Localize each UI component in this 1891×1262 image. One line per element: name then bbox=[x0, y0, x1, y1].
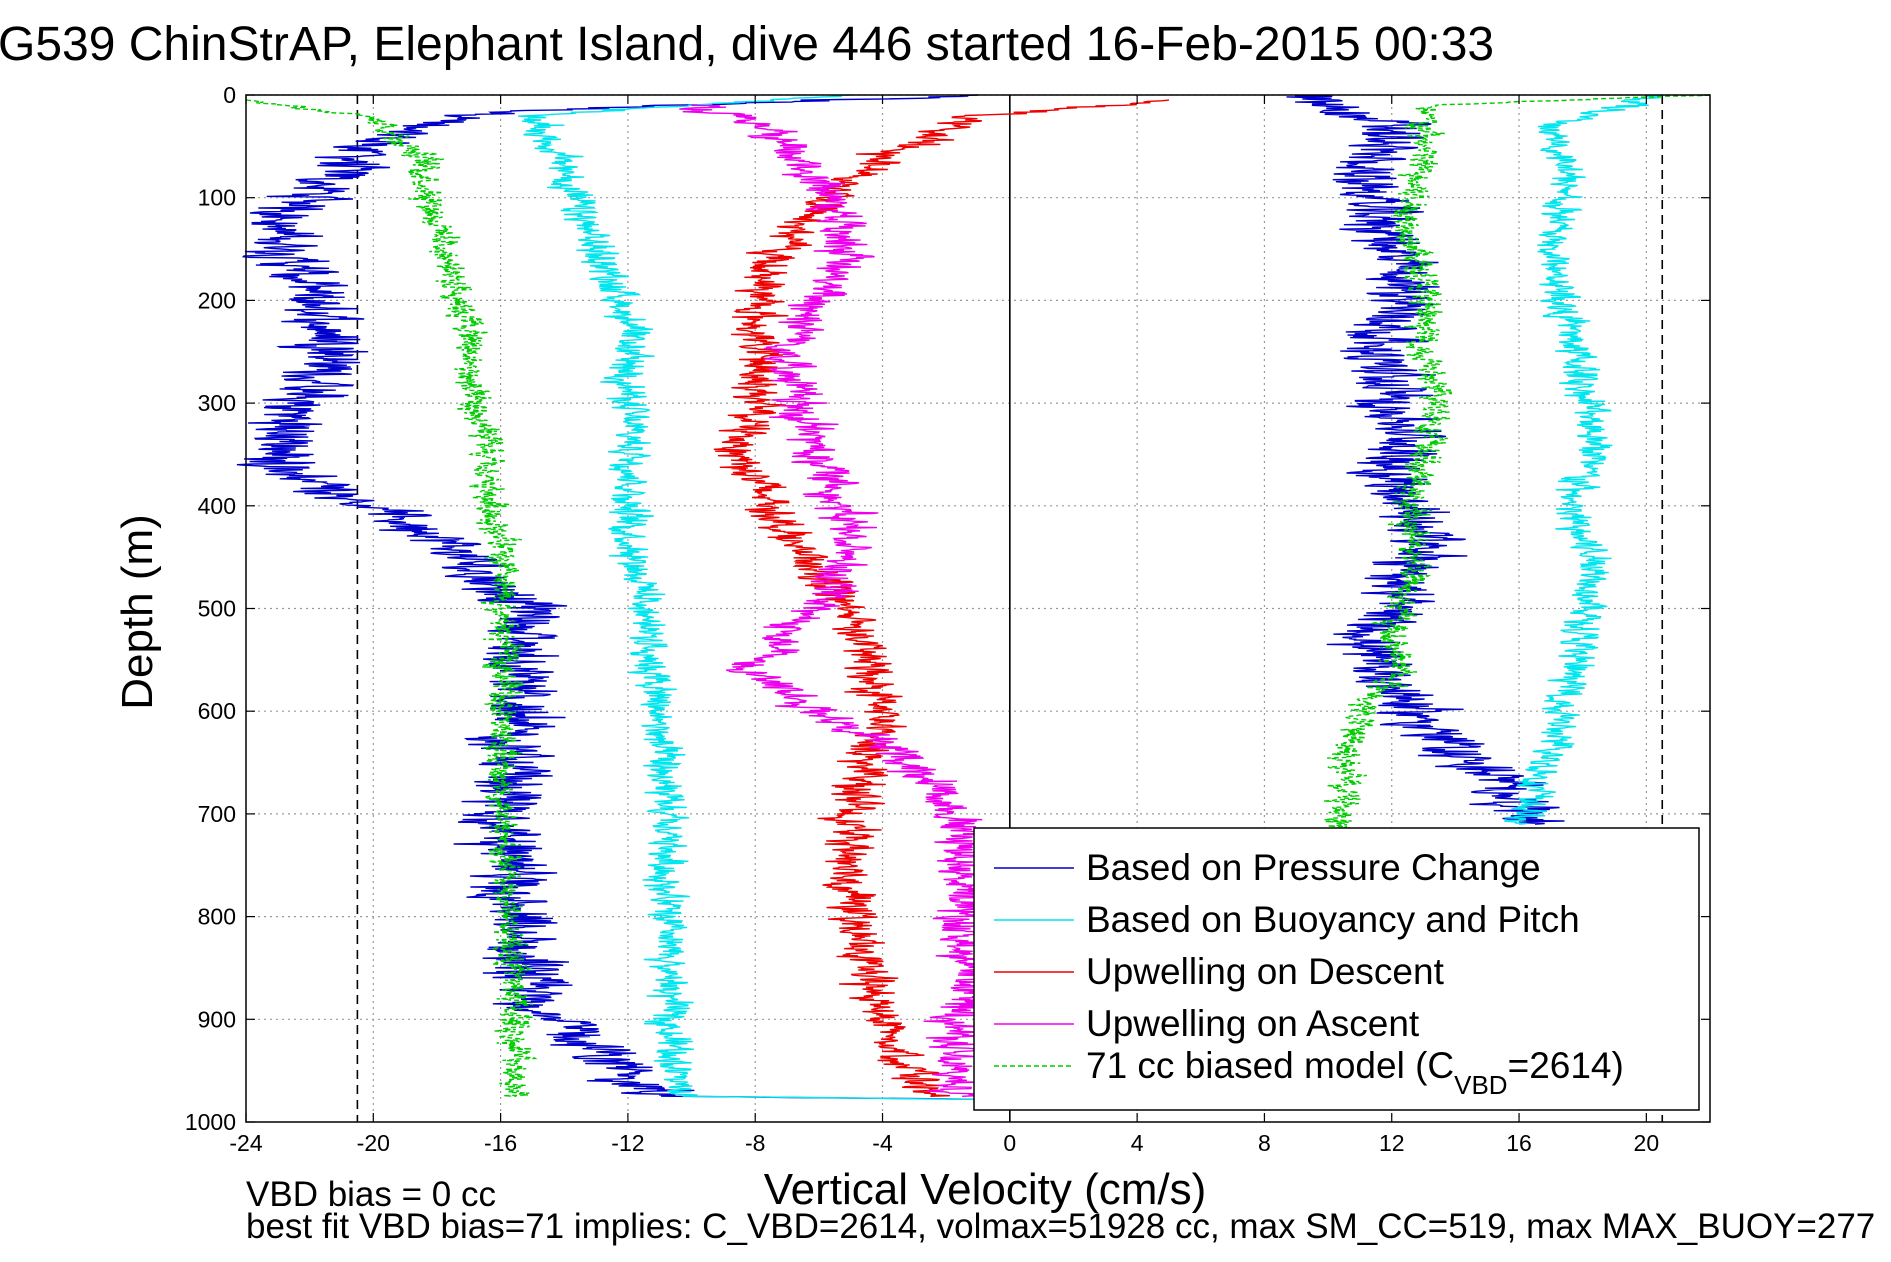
x-axis-label: Vertical Velocity (cm/s) bbox=[764, 1165, 1207, 1214]
axes-layer: -24 -20 -16 -12 -8 -4 0 4 8 12 16 20010020030040050… bbox=[185, 82, 1711, 1156]
x-tick-label: 20 bbox=[1634, 1130, 1660, 1156]
series-segment bbox=[1323, 94, 1711, 836]
y-tick-label: 600 bbox=[198, 698, 236, 724]
chart-title: G539 ChinStrAP, Elephant Island, dive 44… bbox=[0, 18, 1494, 71]
legend-label: Upwelling on Descent bbox=[1086, 951, 1445, 992]
y-tick-label: 100 bbox=[198, 185, 236, 211]
y-tick-label: 1000 bbox=[185, 1109, 236, 1135]
series-line bbox=[518, 94, 1663, 1101]
x-tick-label: -4 bbox=[872, 1130, 893, 1156]
y-tick-label: 200 bbox=[198, 287, 236, 313]
x-tick-label: 0 bbox=[1003, 1130, 1016, 1156]
vbd-bias-note: VBD bias = 0 cc bbox=[246, 1175, 496, 1214]
legend: Based on Pressure Change Based on Buoyanc… bbox=[973, 827, 1700, 1111]
y-tick-label: 900 bbox=[198, 1006, 236, 1032]
legend-label: 71 cc biased model (CVBD=2614) bbox=[1086, 1045, 1624, 1100]
series-line bbox=[245, 94, 1711, 1097]
y-tick-label: 800 bbox=[198, 904, 236, 930]
x-tick-label: 4 bbox=[1131, 1130, 1144, 1156]
x-tick-label: -12 bbox=[611, 1130, 644, 1156]
y-tick-label: 400 bbox=[198, 493, 236, 519]
y-axis-label: Depth (m) bbox=[113, 514, 162, 710]
legend-label: Upwelling on Ascent bbox=[1086, 1003, 1420, 1044]
y-tick-label: 300 bbox=[198, 390, 236, 416]
series-segment bbox=[679, 104, 1004, 1097]
series-segment bbox=[518, 94, 979, 1101]
y-tick-label: 700 bbox=[198, 801, 236, 827]
x-tick-label: -16 bbox=[484, 1130, 517, 1156]
x-tick-label: -20 bbox=[357, 1130, 390, 1156]
legend-label: Based on Pressure Change bbox=[1086, 847, 1541, 888]
legend-box bbox=[973, 827, 1700, 1111]
x-tick-label: 12 bbox=[1379, 1130, 1405, 1156]
legend-label: Based on Buoyancy and Pitch bbox=[1086, 899, 1580, 940]
series-segment bbox=[1286, 94, 1565, 825]
y-tick-label: 500 bbox=[198, 596, 236, 622]
x-tick-label: -8 bbox=[745, 1130, 765, 1156]
x-tick-label: 16 bbox=[1506, 1130, 1532, 1156]
series-segment bbox=[1504, 94, 1663, 825]
series-segment bbox=[245, 99, 538, 1097]
best-fit-note: best fit VBD bias=71 implies: C_VBD=2614… bbox=[246, 1207, 1875, 1246]
series-line bbox=[679, 104, 1004, 1097]
x-tick-label: 8 bbox=[1258, 1130, 1271, 1156]
y-tick-label: 0 bbox=[223, 82, 236, 108]
x-tick-label: -24 bbox=[229, 1130, 262, 1156]
series-layer bbox=[236, 94, 1711, 1101]
